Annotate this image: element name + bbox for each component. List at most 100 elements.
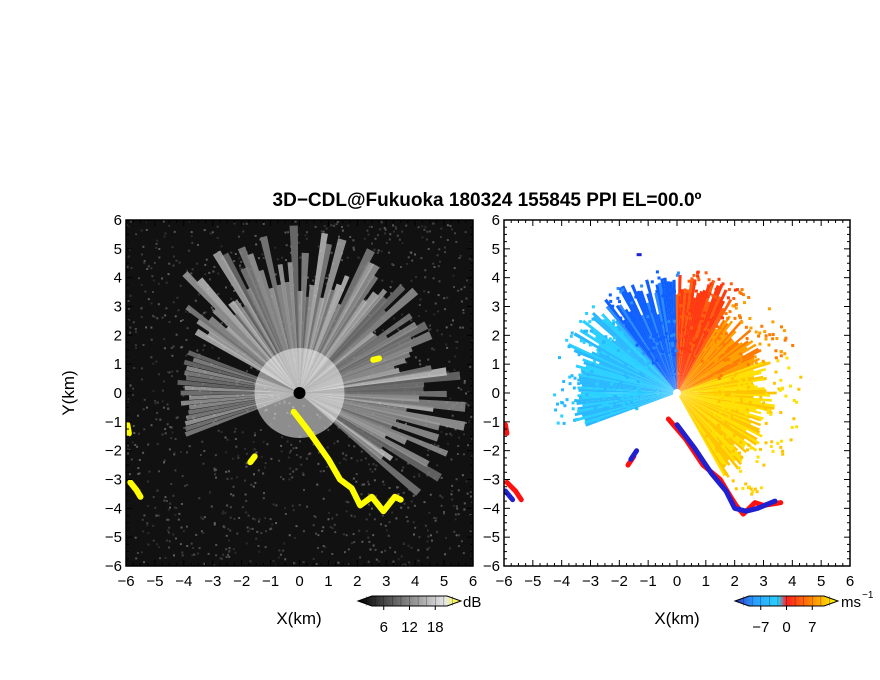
velocity-ray [589, 329, 677, 393]
noise-pixel [241, 431, 244, 434]
noise-pixel [234, 427, 237, 430]
noise-pixel [367, 480, 370, 483]
velocity-pixel [634, 390, 638, 394]
noise-pixel [368, 540, 371, 543]
noise-pixel [142, 245, 145, 248]
noise-pixel [328, 489, 331, 492]
reflectivity-ray [299, 390, 447, 398]
velocity-pixel [626, 394, 630, 398]
noise-pixel [266, 443, 269, 446]
noise-pixel [302, 472, 305, 475]
velocity-pixel [575, 417, 579, 421]
noise-pixel [279, 553, 282, 556]
velocity-ray [583, 361, 677, 393]
noise-pixel [330, 251, 333, 254]
noise-pixel [402, 542, 405, 545]
noise-pixel [246, 409, 249, 412]
velocity-pixel [603, 395, 607, 399]
noise-pixel [373, 479, 376, 482]
noise-pixel [146, 524, 149, 527]
noise-pixel [465, 480, 468, 483]
y-tick-label: −4 [105, 500, 122, 517]
noise-pixel [216, 236, 219, 239]
velocity-ray [677, 289, 728, 393]
velocity-pixel [749, 326, 753, 330]
noise-pixel [324, 546, 327, 549]
noise-pixel [312, 558, 315, 560]
velocity-pixel [694, 289, 698, 293]
noise-pixel [157, 303, 160, 306]
noise-pixel [138, 432, 140, 435]
velocity-pixel [661, 350, 665, 354]
noise-pixel [159, 557, 161, 560]
velocity-pixel [705, 306, 709, 310]
velocity-pixel [747, 353, 751, 357]
noise-pixel [454, 518, 457, 521]
velocity-pixel [748, 400, 752, 404]
noise-pixel [413, 504, 416, 507]
velocity-pixel [641, 303, 645, 307]
velocity-pixel [666, 291, 669, 295]
noise-pixel [414, 526, 417, 529]
velocity-pixel [727, 415, 731, 419]
velocity-pixel [687, 312, 691, 316]
velocity-pixel [744, 411, 748, 415]
noise-pixel [459, 326, 462, 329]
noise-pixel [316, 483, 319, 486]
noise-pixel [435, 517, 438, 520]
velocity-pixel [692, 273, 696, 277]
velocity-pixel [769, 445, 773, 448]
noise-pixel [147, 532, 150, 535]
velocity-pixel [624, 363, 628, 366]
noise-pixel [143, 561, 145, 564]
velocity-ray [677, 315, 731, 393]
noise-pixel [419, 363, 422, 366]
velocity-pixel [740, 455, 744, 459]
velocity-pixel [749, 446, 753, 450]
noise-pixel [142, 451, 145, 454]
velocity-pixel [738, 316, 742, 320]
noise-pixel [470, 415, 473, 418]
noise-pixel [436, 254, 439, 257]
velocity-pixel [780, 325, 783, 329]
velocity-pixel [695, 338, 699, 342]
noise-pixel [141, 253, 143, 256]
noise-pixel [262, 257, 265, 259]
noise-pixel [326, 446, 329, 449]
noise-pixel [140, 316, 143, 318]
noise-pixel [410, 500, 413, 503]
noise-pixel [265, 530, 268, 533]
noise-pixel [171, 354, 174, 357]
noise-pixel [164, 496, 167, 499]
noise-pixel [463, 433, 466, 436]
velocity-pixel [616, 287, 620, 290]
velocity-pixel [726, 424, 730, 428]
noise-pixel [460, 300, 463, 303]
y-tick-label: −4 [483, 500, 500, 517]
noise-pixel [350, 457, 353, 460]
noise-pixel [455, 534, 458, 537]
noise-pixel [172, 264, 175, 267]
noise-pixel [361, 483, 364, 486]
velocity-pixel [719, 331, 723, 335]
noise-pixel [433, 516, 436, 519]
noise-pixel [394, 225, 397, 228]
velocity-pixel [737, 466, 741, 470]
velocity-pixel [709, 343, 713, 347]
velocity-pixel [641, 373, 645, 377]
noise-pixel [196, 349, 199, 352]
noise-pixel [173, 255, 175, 258]
noise-pixel [451, 498, 454, 501]
noise-pixel [407, 561, 410, 564]
noise-pixel [184, 484, 186, 487]
velocity-ray [601, 313, 677, 393]
noise-pixel [363, 237, 366, 240]
velocity-pixel [734, 487, 738, 491]
noise-pixel [429, 328, 432, 331]
noise-pixel [312, 279, 315, 282]
velocity-pixel [652, 330, 656, 334]
noise-pixel [204, 311, 207, 314]
noise-pixel [150, 338, 153, 341]
noise-pixel [418, 536, 421, 539]
noise-pixel [415, 276, 417, 279]
